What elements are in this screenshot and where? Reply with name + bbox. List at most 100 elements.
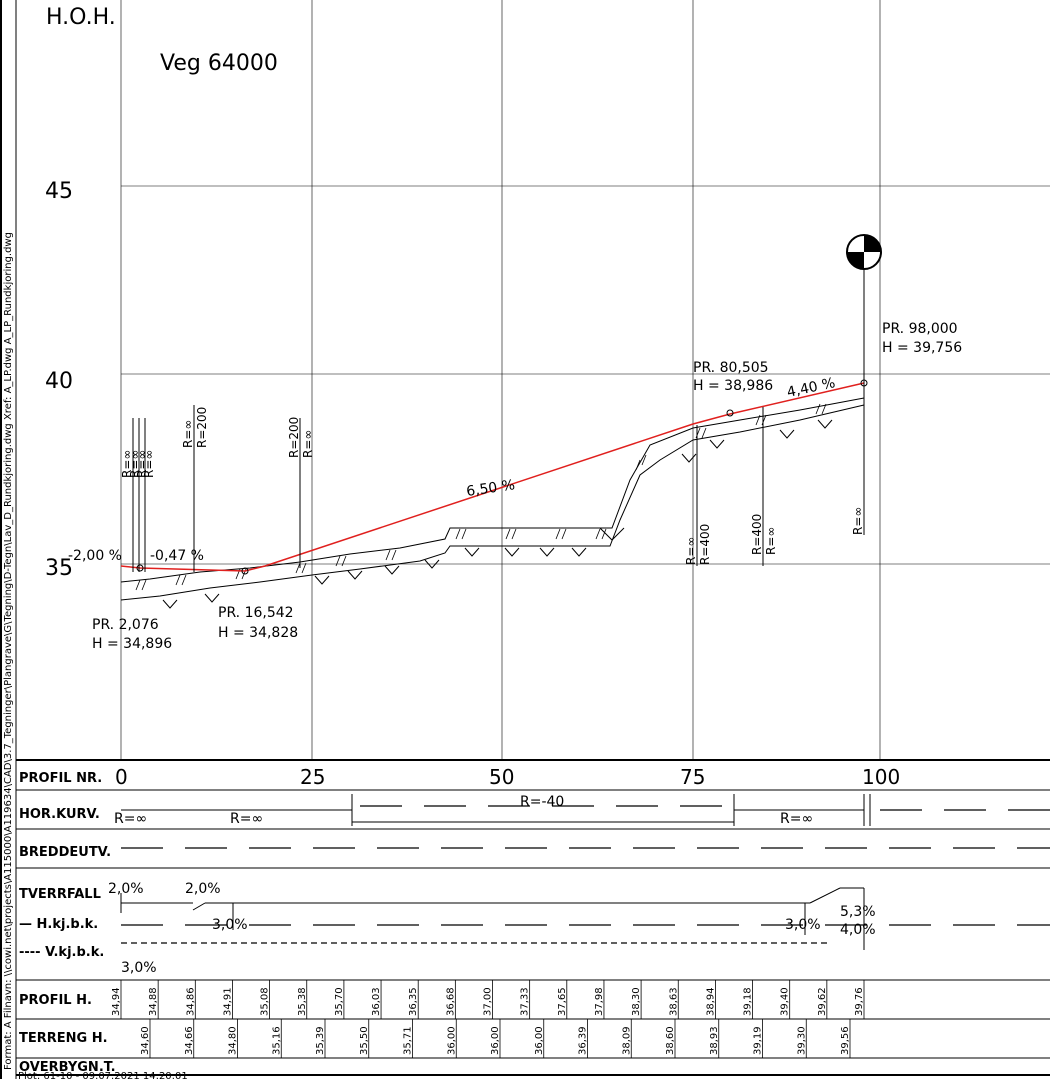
- curve-label-r-inf-5: R=∞: [851, 507, 865, 535]
- curve-label-r-200-a: R=200: [195, 407, 209, 448]
- pi-marker-3: [726, 409, 734, 417]
- station-2-h: H = 34,828: [218, 625, 298, 641]
- terreng-h-value: 34,80: [228, 1026, 239, 1055]
- slope-label-4: 4,40 %: [786, 375, 837, 401]
- hor-kurv-r2: R=∞: [230, 811, 263, 827]
- hor-kurv-r4: R=∞: [780, 811, 813, 827]
- terreng-h-value: 39,30: [796, 1026, 807, 1055]
- profil-h-value: 34,91: [222, 987, 233, 1016]
- hor-kurv-r1: R=∞: [114, 811, 147, 827]
- row-label-profil-h: PROFIL H.: [19, 993, 92, 1008]
- profil-h-value: 39,76: [854, 987, 865, 1016]
- slope-label-1: -2,00 %: [68, 548, 122, 564]
- y-tick-45: 45: [45, 179, 73, 204]
- profil-h-cells: 34,94 34,88 34,86 34,91 35,08 35,38 35,70 36,03…: [111, 980, 865, 1019]
- terreng-h-value: 36,00: [490, 1026, 501, 1055]
- profil-h-value: 37,00: [483, 987, 494, 1016]
- row-label-overbygn: OVERBYGN.T.: [19, 1060, 116, 1075]
- row-label-v-kj: ---- V.kj.b.k.: [19, 945, 104, 960]
- slope-label-3: 6,50 %: [465, 477, 516, 500]
- curve-label-r-inf-2: R=∞: [301, 430, 315, 458]
- profil-h-value: 37,33: [520, 987, 531, 1016]
- terreng-h-value: 35,50: [359, 1026, 370, 1055]
- road-name: Veg 64000: [160, 51, 278, 76]
- profil-nr-0: 0: [115, 765, 128, 789]
- profil-h-value: 37,98: [594, 987, 605, 1016]
- profil-h-value: 34,88: [148, 987, 159, 1016]
- profil-h-value: 38,94: [705, 987, 716, 1016]
- pi-marker-2: [241, 567, 249, 575]
- profile-table: [16, 759, 1050, 1076]
- profil-h-value: 36,68: [445, 987, 456, 1016]
- tverrfall-t2: 2,0%: [185, 881, 221, 897]
- tverrfall-t4: 3,0%: [121, 960, 157, 976]
- profil-h-value: 36,35: [408, 987, 419, 1016]
- profil-nr-25: 25: [300, 765, 325, 789]
- terreng-h-value: 38,09: [621, 1026, 632, 1055]
- terreng-h-value: 34,60: [140, 1026, 151, 1055]
- row-label-terreng-h: TERRENG H.: [19, 1031, 108, 1046]
- profil-h-value: 35,08: [260, 987, 271, 1016]
- curve-label-left-2: R=∞: [128, 450, 142, 478]
- curve-label-r-inf-1: R=∞: [181, 420, 195, 448]
- slope-label-2: -0,47 %: [150, 548, 204, 564]
- grid-vertical: [120, 0, 881, 760]
- pi-marker-1: [136, 564, 144, 572]
- elevation-label: H.O.H.: [46, 5, 116, 30]
- profil-h-value: 39,18: [743, 987, 754, 1016]
- terreng-h-value: 39,19: [753, 1026, 764, 1055]
- terreng-h-value: 35,39: [315, 1026, 326, 1055]
- grid-horizontal: [121, 185, 1050, 565]
- y-tick-35: 35: [45, 556, 73, 581]
- row-label-hor-kurv: HOR.KURV.: [19, 807, 100, 822]
- tverrfall-t6: 5,3%: [840, 904, 876, 920]
- curve-label-r-200-b: R=200: [287, 417, 301, 458]
- tverrfall-t3: 3,0%: [212, 917, 248, 933]
- station-1-pr: PR. 2,076: [92, 617, 159, 633]
- profil-h-value: 39,40: [780, 987, 791, 1016]
- curve-label-r-400-a: R=400: [698, 524, 712, 565]
- tverrfall-schematic: [120, 887, 865, 950]
- curve-markers: [132, 383, 865, 572]
- curve-label-left-4: R=∞: [142, 450, 156, 478]
- curve-label-r-inf-4: R=∞: [764, 527, 778, 555]
- terreng-h-value: 35,71: [403, 1026, 414, 1055]
- row-label-profil-nr: PROFIL NR.: [19, 771, 102, 786]
- profil-h-value: 36,03: [371, 987, 382, 1016]
- station-4-h: H = 39,756: [882, 340, 962, 356]
- station-2-pr: PR. 16,542: [218, 605, 294, 621]
- terreng-h-value: 34,66: [184, 1026, 195, 1055]
- side-file-text: Format: A Filnavn: \\cowi.net\projects\A…: [3, 232, 14, 1070]
- profil-nr-75: 75: [680, 765, 705, 789]
- cut-marks: [162, 419, 833, 609]
- row-label-h-kj: — H.kj.b.k.: [19, 917, 98, 932]
- benchmark-icon: [846, 234, 882, 383]
- station-4-pr: PR. 98,000: [882, 321, 958, 337]
- profil-h-value: 35,70: [334, 987, 345, 1016]
- station-1-h: H = 34,896: [92, 636, 172, 652]
- station-3-pr: PR. 80,505: [693, 360, 769, 376]
- profil-nr-100: 100: [862, 765, 900, 789]
- row-label-tverrfall: TVERRFALL: [19, 887, 101, 902]
- y-tick-40: 40: [45, 369, 73, 394]
- station-3-h: H = 38,986: [693, 378, 773, 394]
- curve-label-left-1: R=∞: [120, 450, 134, 478]
- curve-label-r-inf-3: R=∞: [684, 537, 698, 565]
- tverrfall-t1: 2,0%: [108, 881, 144, 897]
- subgrade-line: [120, 404, 865, 601]
- hor-kurv-r3: R=-40: [520, 794, 564, 810]
- terreng-h-value: 35,16: [271, 1026, 282, 1055]
- profil-h-value: 38,63: [668, 987, 679, 1016]
- profil-h-value: 39,62: [817, 987, 828, 1016]
- profil-h-value: 37,65: [557, 987, 568, 1016]
- terreng-h-value: 38,93: [709, 1026, 720, 1055]
- profil-h-value: 38,30: [631, 987, 642, 1016]
- profil-h-value: 35,38: [297, 987, 308, 1016]
- tverrfall-t5: 3,0%: [785, 917, 821, 933]
- design-profile-line: [120, 382, 865, 572]
- terreng-h-value: 36,39: [578, 1026, 589, 1055]
- tverrfall-t7: 4,0%: [840, 922, 876, 938]
- terreng-h-value: 38,60: [665, 1026, 676, 1055]
- profil-h-value: 34,94: [111, 987, 122, 1016]
- row-label-breddeutv: BREDDEUTV.: [19, 845, 111, 860]
